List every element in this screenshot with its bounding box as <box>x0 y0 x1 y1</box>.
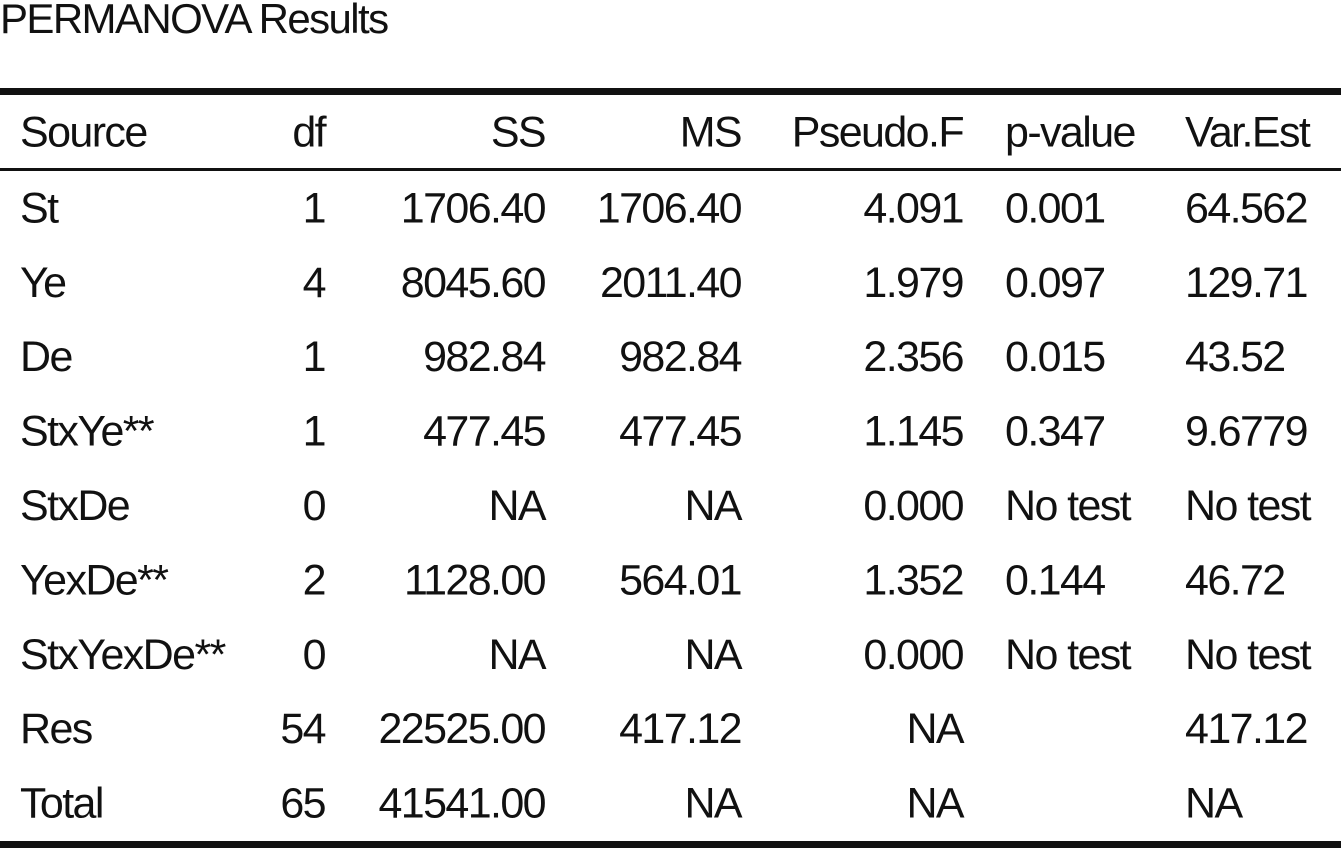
column-header: df <box>292 108 327 156</box>
cell: 0.347 <box>1005 408 1105 456</box>
cell: 0.000 <box>863 631 963 679</box>
cell: 1 <box>303 333 325 381</box>
column-header: MS <box>680 108 741 156</box>
cell: 0.015 <box>1005 333 1105 381</box>
cell: NA <box>906 705 964 753</box>
cell: 129.71 <box>1185 259 1307 307</box>
cell: 0.000 <box>863 482 963 530</box>
cell: No test <box>1005 482 1132 530</box>
page-title: PERMANOVA Results <box>0 0 388 42</box>
cell: 65 <box>280 780 325 828</box>
cell: 8045.60 <box>401 259 546 307</box>
column-header: Var.Est <box>1185 108 1311 156</box>
cell: 54 <box>280 705 325 753</box>
cell: 2011.40 <box>600 259 742 307</box>
cell: 1 <box>303 408 325 456</box>
column-header: SS <box>491 108 545 156</box>
cell: YexDe** <box>20 556 169 604</box>
cell: 64.562 <box>1185 184 1307 232</box>
column-header: Pseudo.F <box>792 108 964 156</box>
cell: No test <box>1005 631 1132 679</box>
cell: 1706.40 <box>597 184 742 232</box>
cell: 4.091 <box>863 184 963 232</box>
top-rule <box>0 88 1341 95</box>
cell: 1 <box>303 184 325 232</box>
cell: No test <box>1185 631 1312 679</box>
cell: 1128.00 <box>404 556 546 604</box>
cell: De <box>20 333 72 381</box>
cell: NA <box>906 780 964 828</box>
cell: 9.6779 <box>1185 408 1307 456</box>
cell: 477.45 <box>423 408 546 456</box>
cell: Total <box>20 780 103 828</box>
cell: NA <box>488 631 546 679</box>
cell: 2.356 <box>863 333 963 381</box>
cell: NA <box>1185 780 1243 828</box>
cell: 2 <box>303 556 325 604</box>
cell: StxYe** <box>20 408 155 456</box>
cell: 0.097 <box>1005 259 1105 307</box>
cell: 564.01 <box>619 556 741 604</box>
cell: 417.12 <box>619 705 741 753</box>
cell: 0 <box>303 631 326 679</box>
cell: 1.145 <box>863 408 963 456</box>
cell: 1706.40 <box>401 184 546 232</box>
cell: NA <box>684 631 742 679</box>
cell: StxDe <box>20 482 129 530</box>
cell: 1.979 <box>863 259 963 307</box>
cell: Res <box>20 705 92 753</box>
cell: StxYexDe** <box>20 631 227 679</box>
column-header: Source <box>20 108 147 156</box>
column-header: p-value <box>1005 108 1135 156</box>
cell: 0 <box>303 482 326 530</box>
cell: No test <box>1185 482 1312 530</box>
cell: 43.52 <box>1185 333 1285 381</box>
bottom-rule <box>0 841 1341 848</box>
cell: NA <box>684 482 742 530</box>
cell: 417.12 <box>1185 705 1307 753</box>
cell: 1.352 <box>863 556 963 604</box>
cell: 982.84 <box>423 333 546 381</box>
cell: 46.72 <box>1185 556 1285 604</box>
cell: St <box>20 184 59 232</box>
cell: 22525.00 <box>378 705 545 753</box>
cell: 4 <box>303 259 326 307</box>
cell: 41541.00 <box>378 780 545 828</box>
cell: Ye <box>20 259 65 307</box>
cell: 0.144 <box>1005 556 1105 604</box>
cell: 477.45 <box>619 408 742 456</box>
cell: NA <box>684 780 742 828</box>
cell: 982.84 <box>619 333 742 381</box>
header-rule <box>0 168 1341 171</box>
cell: 0.001 <box>1005 184 1105 232</box>
cell: NA <box>488 482 546 530</box>
